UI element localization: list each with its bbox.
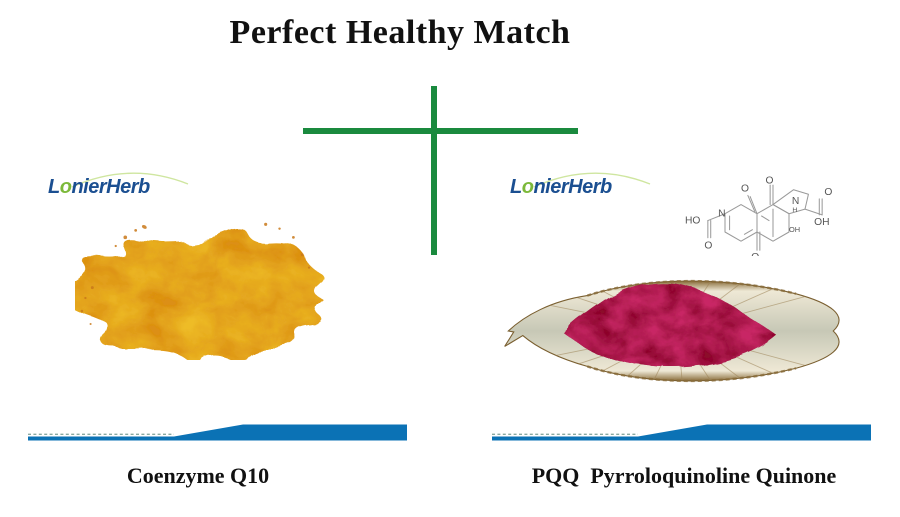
svg-text:O: O: [751, 252, 759, 256]
svg-text:N: N: [792, 196, 799, 207]
svg-text:OH: OH: [814, 217, 829, 228]
svg-text:H: H: [792, 207, 797, 214]
svg-text:O: O: [766, 176, 774, 186]
svg-text:HO: HO: [685, 215, 700, 226]
svg-text:O: O: [704, 241, 712, 252]
svg-text:N: N: [718, 209, 725, 220]
svg-text:O: O: [741, 183, 749, 194]
svg-text:O: O: [824, 187, 832, 198]
svg-text:OH: OH: [789, 225, 800, 234]
